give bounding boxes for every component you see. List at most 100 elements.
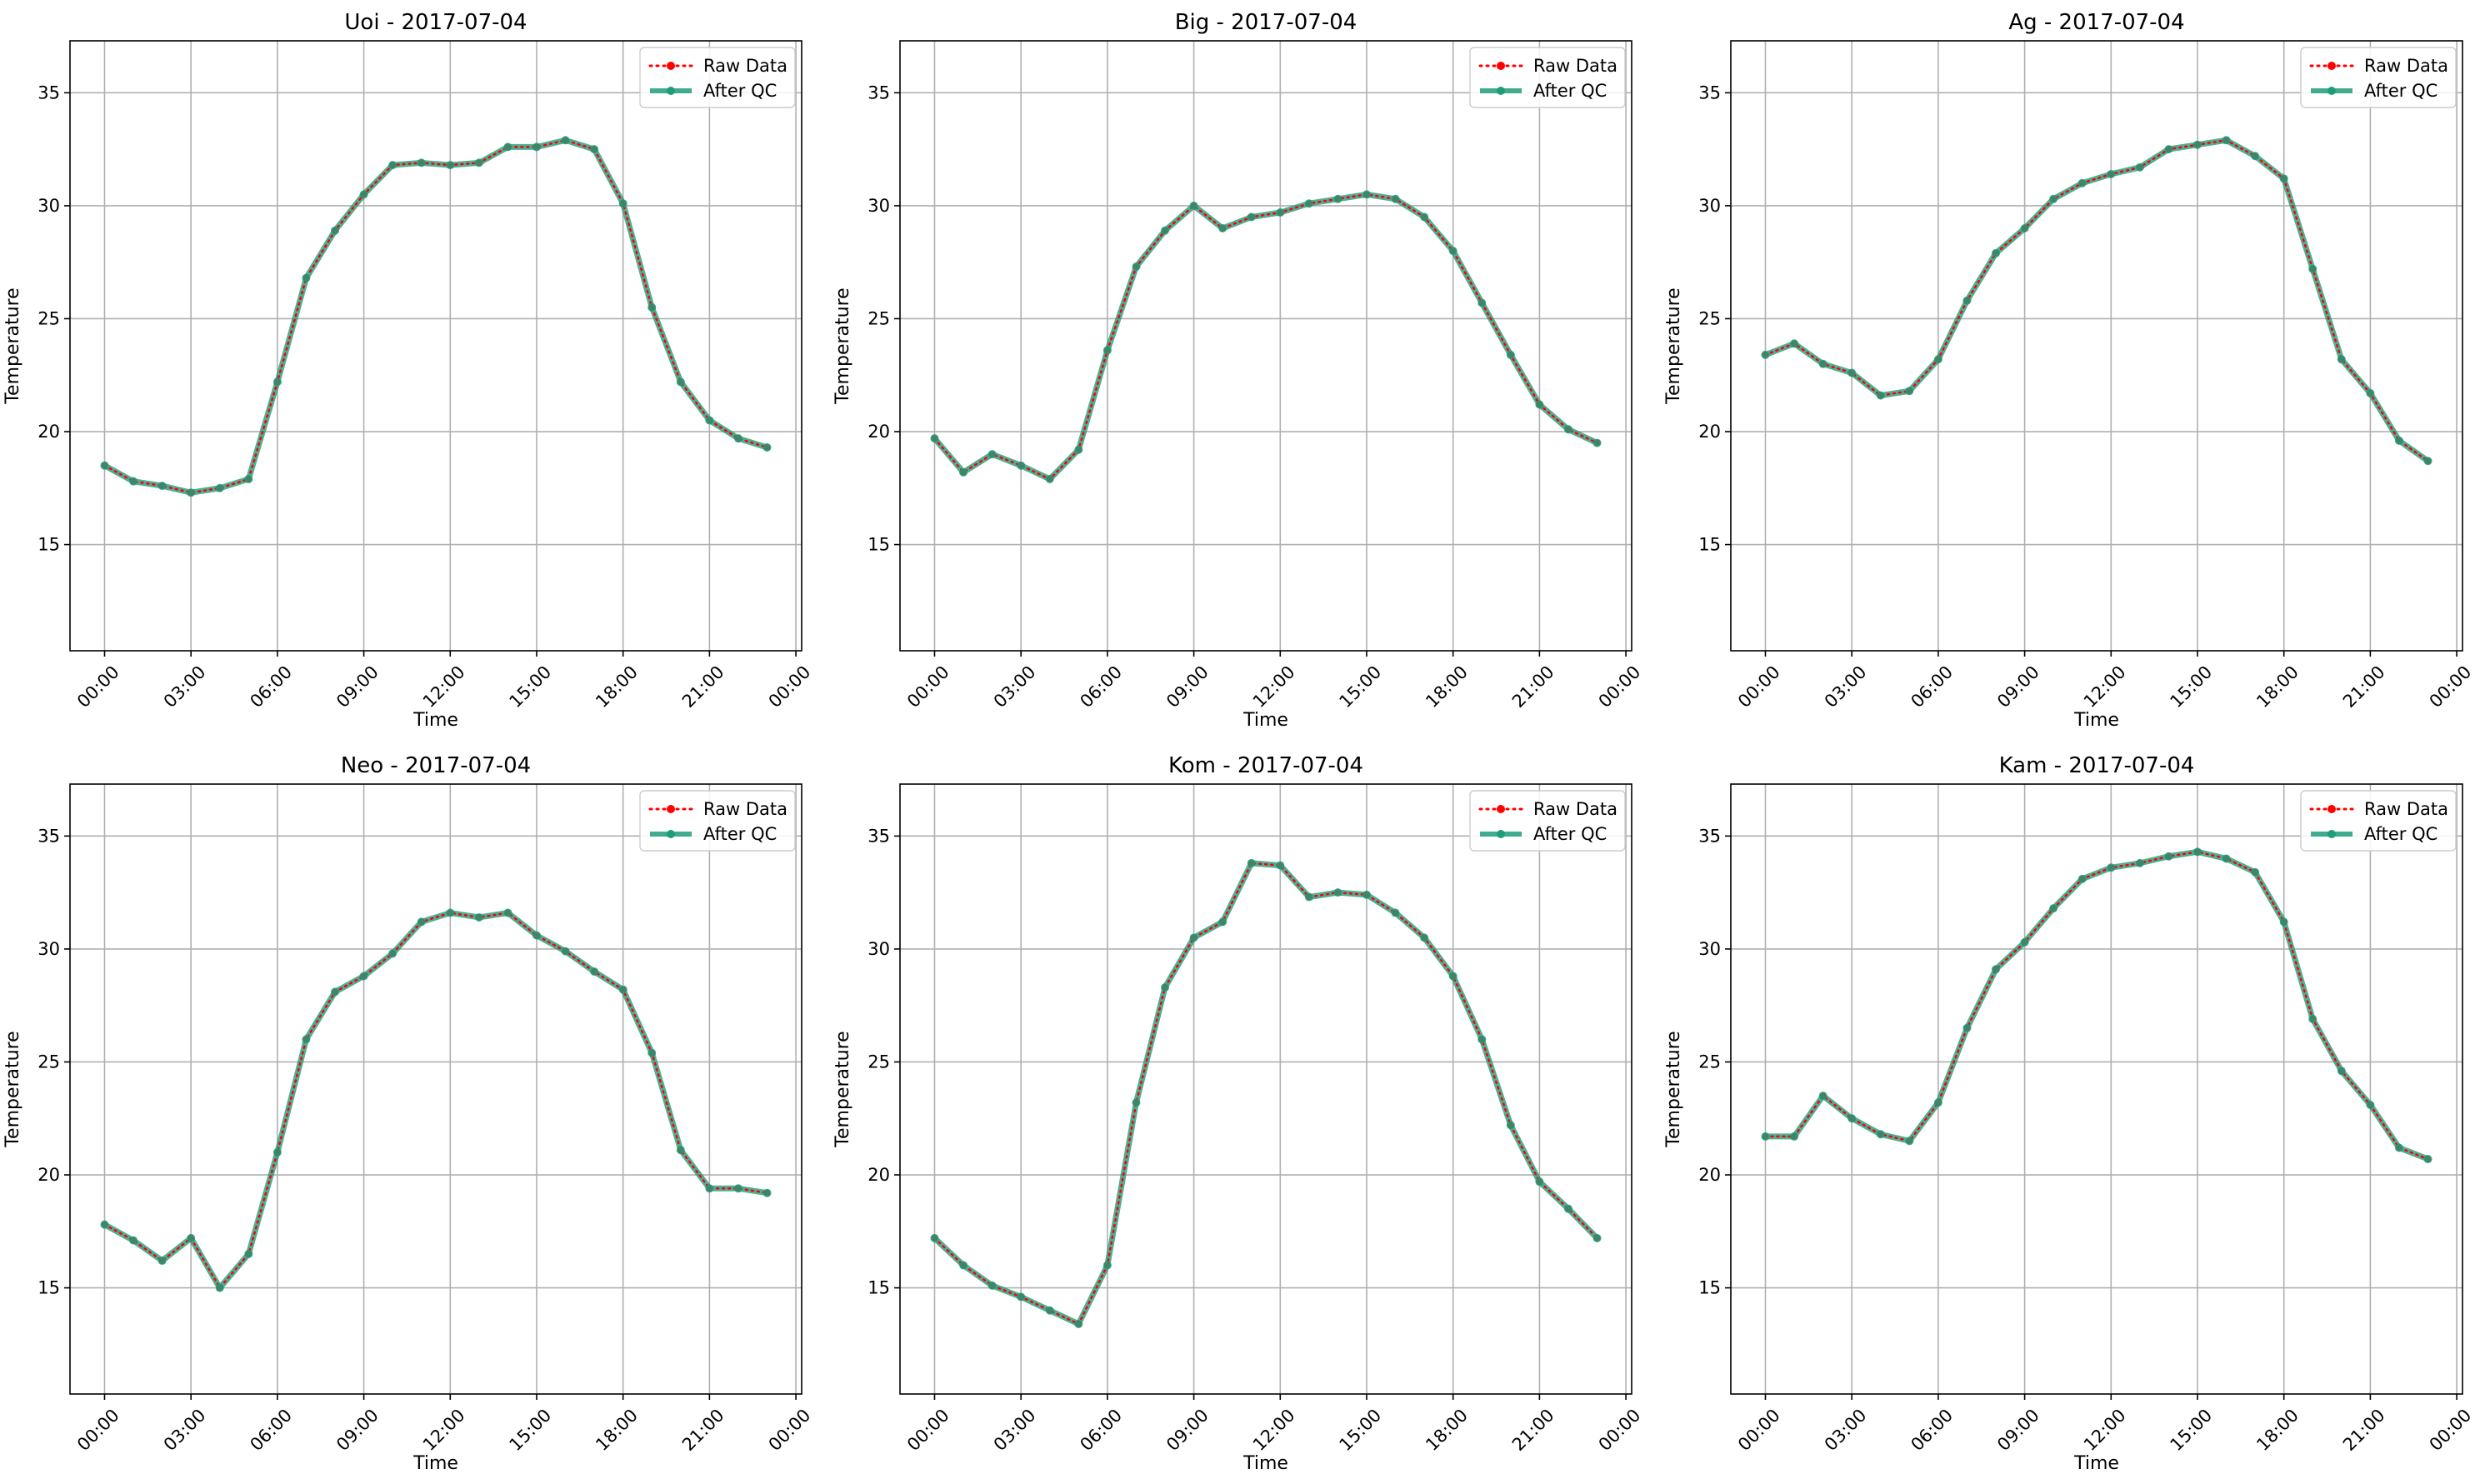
y-tick-label: 30 xyxy=(38,196,60,216)
x-tick-label: 12:00 xyxy=(2080,1405,2130,1455)
legend-qc-label: After QC xyxy=(2364,824,2438,844)
legend-qc-label: After QC xyxy=(1533,824,1607,844)
after-qc-point xyxy=(2020,937,2029,947)
after-qc-point xyxy=(446,908,455,917)
after-qc-point xyxy=(1132,262,1141,272)
y-tick-label: 35 xyxy=(38,826,60,846)
series-line-raw-data xyxy=(1764,138,2429,462)
after-qc-point xyxy=(272,1147,282,1157)
after-qc-point xyxy=(532,931,541,940)
after-qc-point xyxy=(474,912,483,922)
after-qc-point xyxy=(1448,972,1458,981)
after-qc-point xyxy=(388,949,398,958)
legend-qc-marker xyxy=(667,830,675,838)
after-qc-point xyxy=(1161,983,1170,992)
y-tick-label: 25 xyxy=(38,308,60,328)
after-qc-point xyxy=(1506,350,1515,359)
y-tick-label: 15 xyxy=(38,1278,60,1298)
after-qc-point xyxy=(930,434,939,443)
after-qc-point xyxy=(2192,847,2202,857)
x-tick-label: 12:00 xyxy=(1249,1405,1299,1455)
x-tick-label: 09:00 xyxy=(1993,662,2043,712)
y-tick-label: 15 xyxy=(38,535,60,555)
legend-raw-label: Raw Data xyxy=(703,799,788,819)
after-qc-point xyxy=(618,985,628,994)
y-tick-label: 30 xyxy=(38,939,60,959)
x-tick-label: 21:00 xyxy=(678,662,728,712)
x-axis-label: Time xyxy=(2073,710,2119,731)
y-axis-label: Temperature xyxy=(1663,287,1684,404)
y-tick-label: 35 xyxy=(1698,82,1721,102)
subplot-title: Big - 2017-07-04 xyxy=(1175,10,1358,35)
legend-raw-label: Raw Data xyxy=(2364,799,2448,819)
after-qc-point xyxy=(561,947,570,956)
after-qc-point xyxy=(1276,861,1285,870)
after-qc-point xyxy=(1304,892,1313,902)
after-qc-point xyxy=(1933,1098,1942,1107)
y-axis-label: Temperature xyxy=(832,287,853,404)
y-tick-label: 15 xyxy=(1698,535,1721,555)
x-axis-label: Time xyxy=(1242,710,1288,731)
after-qc-point xyxy=(1563,1204,1572,1213)
y-tick-label: 25 xyxy=(868,1052,890,1072)
after-qc-point xyxy=(302,1035,311,1044)
after-qc-point xyxy=(2192,140,2202,149)
after-qc-point xyxy=(2078,178,2087,187)
after-qc-point xyxy=(1074,1319,1083,1328)
x-tick-label: 15:00 xyxy=(505,1405,555,1455)
after-qc-point xyxy=(2251,867,2260,877)
after-qc-point xyxy=(1276,208,1285,217)
subplot-6: 00:00 03:00 06:00 09:00 12:00 15:00 18:00 21:00… xyxy=(1663,753,2475,1474)
x-tick-label: 09:00 xyxy=(332,1405,382,1455)
after-qc-point xyxy=(244,1249,253,1258)
after-qc-point xyxy=(1102,346,1112,355)
y-axis-label: Temperature xyxy=(2,287,23,404)
after-qc-point xyxy=(1045,1306,1054,1315)
after-qc-point xyxy=(2164,145,2173,154)
after-qc-point xyxy=(1962,296,1972,305)
x-tick-label: 00:00 xyxy=(1595,662,1645,712)
after-qc-point xyxy=(2049,904,2058,913)
after-qc-point xyxy=(676,377,685,387)
after-qc-point xyxy=(2222,136,2231,145)
after-qc-point xyxy=(187,488,196,497)
after-qc-point xyxy=(244,474,253,483)
after-qc-point xyxy=(503,908,512,917)
after-qc-point xyxy=(2279,917,2288,927)
axes-frame xyxy=(899,40,1632,652)
legend-qc-marker xyxy=(2328,87,2336,95)
after-qc-point xyxy=(1818,359,1828,368)
after-qc-point xyxy=(2020,224,2029,233)
legend-qc-marker xyxy=(667,87,675,95)
legend: Raw Data After QC xyxy=(2300,47,2457,108)
subplot-3: 00:00 03:00 06:00 09:00 12:00 15:00 18:00 21:00… xyxy=(1663,10,2475,731)
after-qc-point xyxy=(1189,933,1198,942)
after-qc-point xyxy=(705,416,714,425)
after-qc-point xyxy=(1592,1233,1602,1242)
after-qc-point xyxy=(272,377,282,387)
after-qc-point xyxy=(2107,169,2116,178)
after-qc-point xyxy=(959,467,968,477)
y-tick-label: 25 xyxy=(1698,308,1721,328)
legend-raw-marker xyxy=(1497,805,1505,813)
series-line-after-qc xyxy=(101,137,771,496)
after-qc-point xyxy=(1592,438,1602,447)
y-tick-label: 35 xyxy=(868,826,890,846)
axes-frame xyxy=(69,783,802,1395)
legend: Raw Data After QC xyxy=(639,47,796,108)
series-line-raw-data xyxy=(103,912,768,1290)
after-qc-point xyxy=(331,987,340,997)
after-qc-point xyxy=(2423,457,2432,466)
y-tick-label: 20 xyxy=(1698,422,1721,442)
y-axis-label: Temperature xyxy=(832,1031,853,1147)
y-tick-label: 20 xyxy=(1698,1165,1721,1185)
after-qc-point xyxy=(1247,858,1256,867)
legend-raw-marker xyxy=(1497,62,1505,70)
series-line-raw-data xyxy=(103,138,768,494)
after-qc-point xyxy=(1017,461,1026,470)
after-qc-point xyxy=(1535,1177,1544,1187)
series-line-after-qc xyxy=(101,910,771,1292)
after-qc-point xyxy=(1102,1261,1112,1270)
after-qc-point xyxy=(1876,1130,1885,1139)
